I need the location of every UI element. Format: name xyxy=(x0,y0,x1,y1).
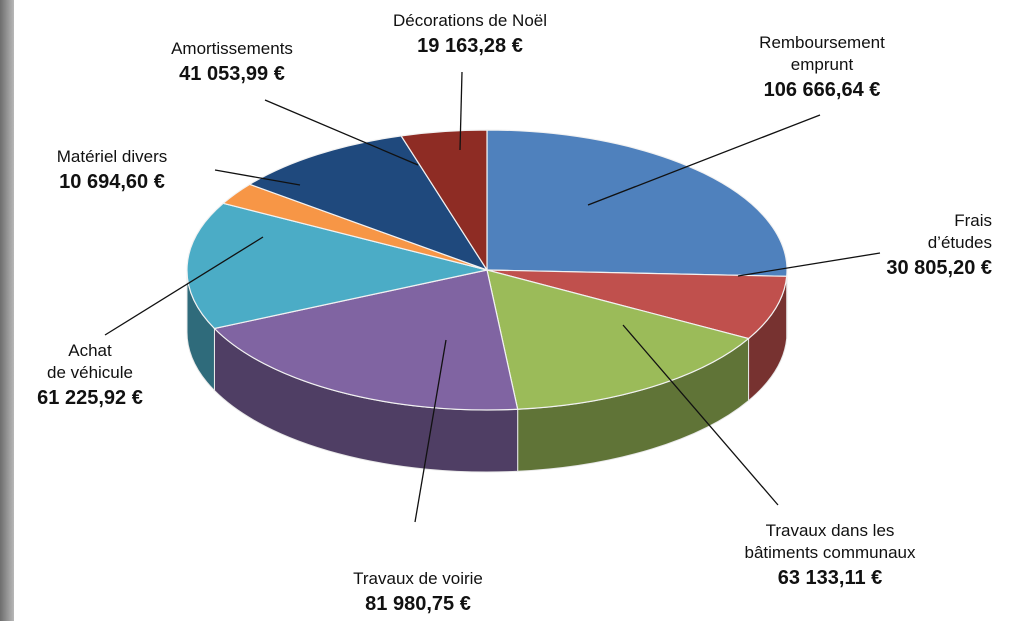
slice xyxy=(486,269,750,410)
slice-label: Matériel divers 10 694,60 € xyxy=(57,146,168,193)
category-label: Travaux de voirie xyxy=(353,569,483,588)
value-label: 30 805,20 € xyxy=(886,257,992,279)
edge-bar xyxy=(0,0,14,621)
category-label: Décorations de Noël xyxy=(392,11,548,30)
leader-line xyxy=(104,236,264,336)
slice-label: Amortissements 41 053,99 € xyxy=(171,38,293,85)
value-label: 63 133,11 € xyxy=(777,567,883,589)
leader-line xyxy=(264,99,419,166)
slice-label: Travaux dans les bâtiments communaux 63 1… xyxy=(744,520,915,589)
category-label: Matériel divers xyxy=(56,147,168,166)
value-label: 81 980,75 € xyxy=(365,593,471,615)
leader-line xyxy=(737,252,881,277)
leader-line xyxy=(459,71,463,151)
slice-label: Remboursement emprunt 106 666,64 € xyxy=(759,32,885,101)
slice xyxy=(248,135,489,272)
slice-label: Décorations de Noël 19 163,28 € xyxy=(393,10,547,57)
category-label: Travaux dans les bâtiments communaux xyxy=(744,521,916,562)
leader-line xyxy=(622,324,779,506)
slice xyxy=(486,129,788,277)
leader-line xyxy=(214,169,301,186)
slice xyxy=(486,269,788,340)
slice-label: Achat de véhicule 61 225,92 € xyxy=(37,340,143,409)
category-label: Amortissements xyxy=(171,39,293,58)
slice xyxy=(400,129,488,273)
value-label: 41 053,99 € xyxy=(179,63,285,85)
slice-label: Travaux de voirie 81 980,75 € xyxy=(353,568,483,615)
value-label: 61 225,92 € xyxy=(37,387,143,409)
category-label: Frais d’études xyxy=(927,211,992,252)
value-label: 10 694,60 € xyxy=(59,171,165,193)
value-label: 19 163,28 € xyxy=(417,35,523,57)
slice xyxy=(213,269,519,411)
value-label: 106 666,64 € xyxy=(763,79,881,101)
category-label: Achat de véhicule xyxy=(46,341,133,382)
category-label: Remboursement emprunt xyxy=(759,33,885,74)
leader-line xyxy=(414,339,447,523)
slice xyxy=(186,202,488,330)
leader-line xyxy=(587,114,821,206)
slice-label: Frais d’études 30 805,20 € xyxy=(886,210,992,279)
leader-lines xyxy=(104,71,881,523)
